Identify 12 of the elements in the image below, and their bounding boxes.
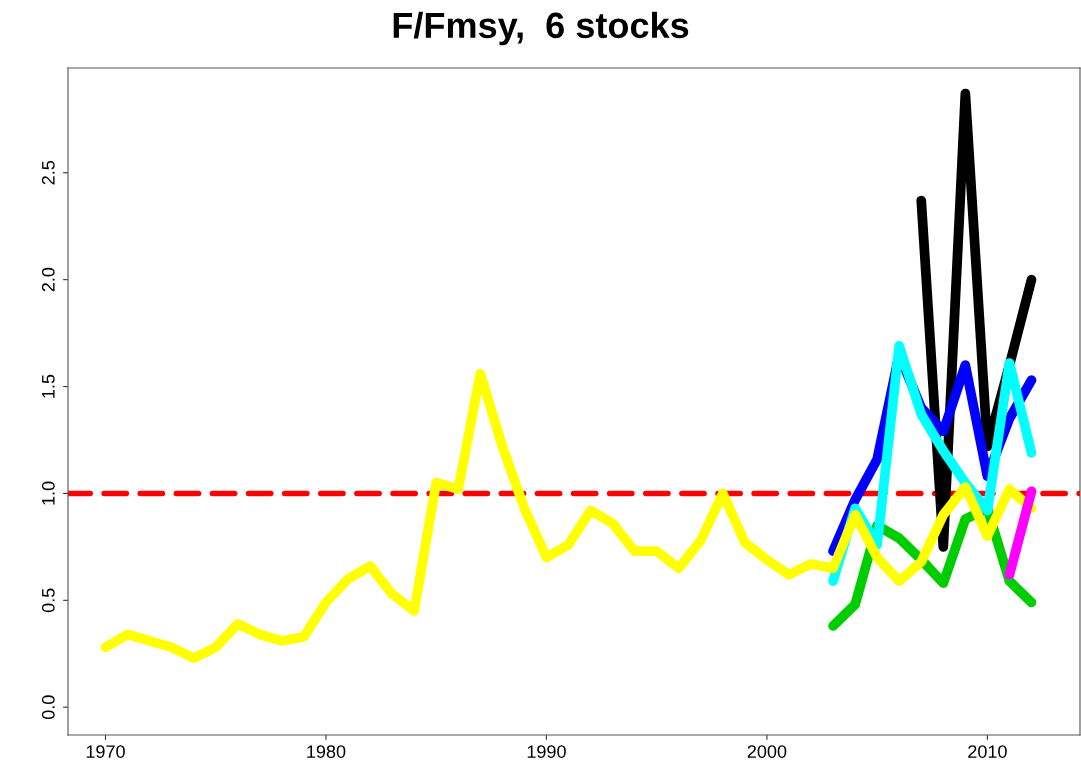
x-tick-label: 2000 (747, 745, 787, 758)
y-tick-label: 0.0 (41, 695, 55, 720)
x-tick-label: 2010 (968, 745, 1007, 758)
y-tick-label: 0.5 (41, 588, 55, 613)
y-tick-label: 1.0 (41, 481, 55, 505)
x-tick-label: 1970 (86, 745, 125, 758)
y-tick-label: 2.5 (41, 160, 55, 185)
chart-title: F/Fmsy, 6 stocks (393, 11, 689, 46)
y-tick-label: 1.5 (42, 374, 55, 398)
x-tick-label: 1990 (527, 745, 566, 758)
y-tick-label: 2.0 (41, 267, 55, 292)
x-tick-label: 1980 (307, 745, 346, 758)
